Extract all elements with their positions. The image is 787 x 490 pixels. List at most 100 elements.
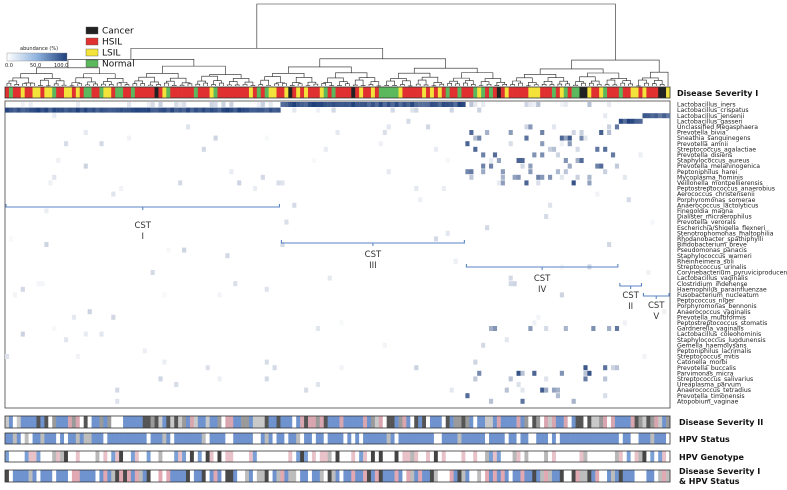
track-cell — [115, 433, 120, 444]
heat-cell — [87, 107, 92, 113]
track-cell — [178, 433, 183, 444]
track-cell — [252, 416, 258, 428]
heat-cell — [252, 186, 258, 191]
track-cell — [130, 451, 136, 462]
track-cell — [406, 451, 411, 462]
track-cell — [662, 451, 667, 462]
severity-cell — [583, 87, 588, 98]
track-cell — [378, 451, 384, 462]
track-cell — [260, 470, 266, 482]
taxon-label: Staphylococcus_warneri — [677, 253, 752, 260]
track-cell — [119, 433, 124, 444]
heat-cell — [315, 102, 320, 107]
track-cell — [390, 416, 395, 428]
heat-cell — [12, 107, 18, 113]
track-cell — [335, 416, 340, 428]
track-cell — [67, 433, 73, 444]
heat-cell — [296, 102, 301, 107]
severity-cell — [654, 87, 659, 98]
heat-cell — [441, 102, 446, 107]
dendrogram-branch — [282, 83, 287, 86]
heat-cell — [666, 113, 671, 119]
heat-cell — [406, 102, 411, 107]
track-cell — [453, 451, 458, 462]
track-cell — [12, 470, 18, 482]
track-cell — [465, 433, 470, 444]
track-cell — [579, 470, 584, 482]
severity-cell — [189, 87, 195, 98]
heat-cell — [402, 102, 407, 107]
track-cell — [284, 433, 289, 444]
track-cell — [363, 470, 368, 482]
track-cell — [398, 433, 403, 444]
severity-cell — [378, 87, 384, 98]
track-cell — [107, 451, 112, 462]
track-cell — [449, 470, 454, 482]
track-cell — [610, 470, 616, 482]
heat-cell — [610, 152, 616, 158]
track-cell — [398, 470, 403, 482]
severity-cell — [481, 87, 486, 98]
track-cell — [123, 433, 128, 444]
taxon-label: Staphylococcus_aureus — [677, 158, 749, 165]
heat-cell — [28, 107, 33, 113]
heat-cell — [75, 107, 80, 113]
dendrogram-branch — [496, 82, 506, 86]
taxon-label: Peptoniphilus_lacrimalis — [677, 348, 751, 355]
track-cell — [40, 451, 45, 462]
heat-cell — [201, 107, 206, 113]
track-cell — [453, 416, 458, 428]
heat-cell — [119, 186, 124, 191]
track-cell — [229, 416, 234, 428]
dendrogram-branch — [171, 85, 177, 86]
heat-cell — [662, 113, 667, 119]
severity-cell — [107, 87, 112, 98]
track-cell — [528, 416, 533, 428]
dendrogram-branch — [67, 59, 195, 68]
dendrogram-branch — [516, 77, 533, 83]
heat-cell — [374, 102, 380, 107]
colorbar-gradient — [6, 52, 68, 62]
track-cell — [449, 451, 454, 462]
taxon-label: Veillonella_montpellierensis — [677, 180, 763, 187]
heat-cell — [315, 326, 320, 331]
taxon-label: Lactobacillus_coleohominis — [677, 331, 761, 338]
track-cell — [532, 433, 537, 444]
track-cell — [28, 451, 33, 462]
track-cell — [264, 470, 269, 482]
track-cell — [241, 433, 246, 444]
severity-cell — [445, 87, 450, 98]
severity-cell — [319, 87, 325, 98]
track-cell — [79, 416, 84, 428]
heat-cell — [225, 107, 230, 113]
track-cell — [642, 451, 647, 462]
taxon-label: Anaerococcus_vaginalis — [677, 309, 751, 316]
dendrogram-branch — [455, 83, 460, 86]
heat-cell — [217, 107, 222, 113]
track-cell — [461, 416, 466, 428]
severity-cell — [575, 87, 580, 98]
track-cell — [40, 470, 45, 482]
track-cell — [508, 470, 513, 482]
taxon-label: Peptostreptococcus_anaerobius — [677, 186, 775, 193]
severity-cell — [276, 87, 281, 98]
track-cell — [256, 416, 262, 428]
heat-cell — [540, 130, 545, 135]
heat-cell — [162, 359, 167, 365]
heat-cell — [469, 102, 474, 107]
track-cell — [465, 416, 470, 428]
severity-cell — [571, 87, 576, 98]
track-cell — [331, 470, 336, 482]
track-cell — [488, 433, 494, 444]
cst-bracket — [280, 240, 465, 246]
heat-cell — [280, 180, 285, 186]
heat-cell — [634, 118, 639, 124]
track-cell — [272, 416, 277, 428]
track-cell — [504, 416, 509, 428]
track-cell — [276, 470, 281, 482]
heat-cell — [587, 174, 592, 180]
severity-cell — [516, 87, 521, 98]
track-cell — [319, 470, 325, 482]
track-cell — [422, 416, 427, 428]
heat-cell — [441, 186, 446, 191]
